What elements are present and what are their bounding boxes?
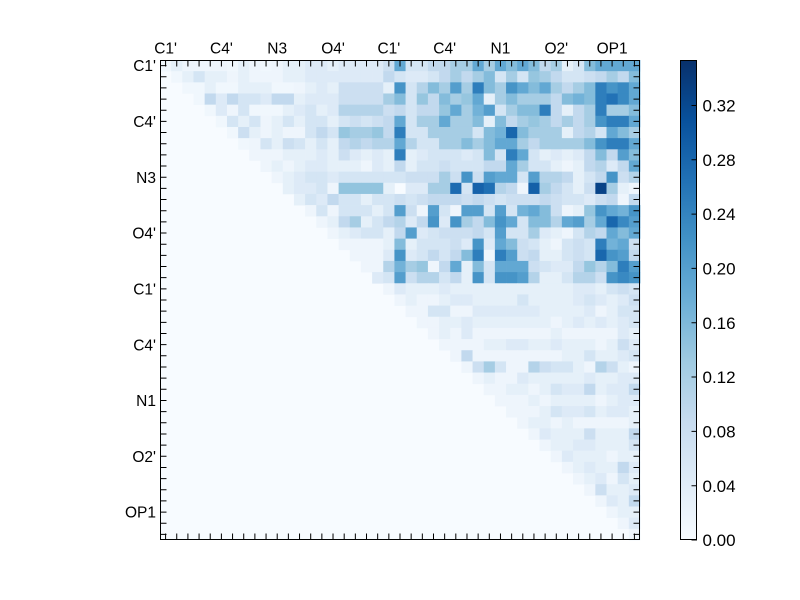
svg-text:OP1: OP1	[125, 505, 156, 522]
svg-text:0.32: 0.32	[703, 97, 736, 116]
svg-text:0.16: 0.16	[703, 314, 736, 333]
svg-text:C4': C4'	[133, 337, 156, 354]
svg-text:0.20: 0.20	[703, 260, 736, 279]
svg-text:0.28: 0.28	[703, 151, 736, 170]
svg-text:0.00: 0.00	[703, 531, 736, 550]
svg-text:C1': C1'	[154, 41, 177, 58]
svg-text:N3: N3	[136, 170, 156, 187]
svg-text:O2': O2'	[132, 449, 156, 466]
svg-text:O2': O2'	[544, 41, 568, 58]
svg-text:C4': C4'	[133, 114, 156, 131]
svg-text:0.04: 0.04	[703, 477, 736, 496]
svg-text:0.24: 0.24	[703, 205, 736, 224]
svg-text:C1': C1'	[133, 281, 156, 298]
svg-text:C1': C1'	[377, 41, 400, 58]
svg-text:C1': C1'	[133, 58, 156, 75]
svg-text:N1: N1	[491, 41, 511, 58]
svg-text:N3: N3	[267, 41, 287, 58]
svg-text:OP1: OP1	[597, 41, 628, 58]
svg-text:N1: N1	[136, 393, 156, 410]
svg-text:C4': C4'	[210, 41, 233, 58]
svg-text:0.08: 0.08	[703, 422, 736, 441]
svg-text:0.12: 0.12	[703, 368, 736, 387]
svg-text:O4': O4'	[132, 226, 156, 243]
svg-text:C4': C4'	[433, 41, 456, 58]
svg-text:O4': O4'	[321, 41, 345, 58]
